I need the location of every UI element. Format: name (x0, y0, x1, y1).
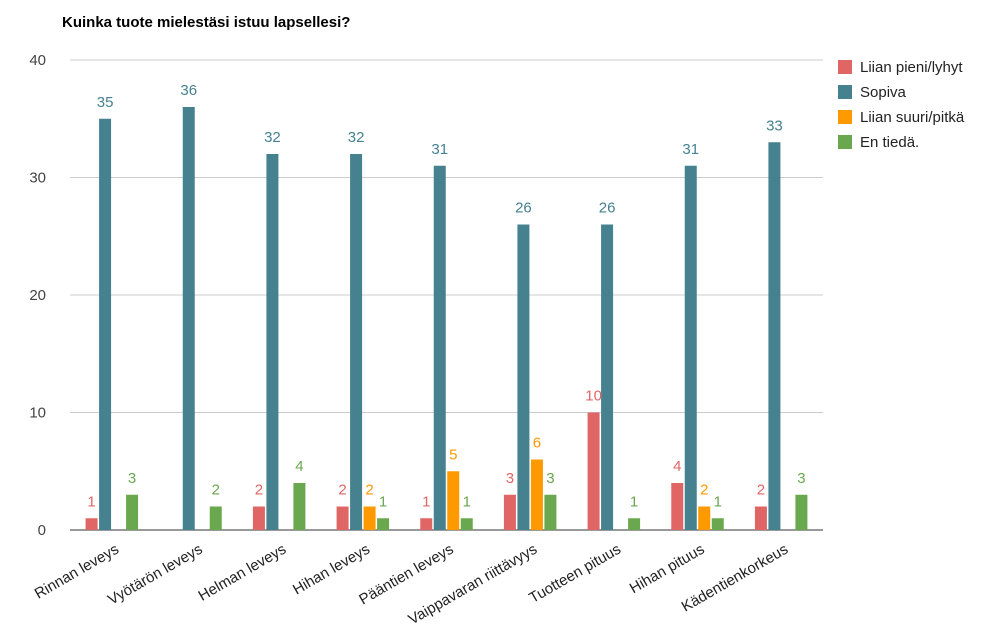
bar (420, 518, 433, 530)
data-label: 33 (766, 117, 783, 134)
data-label: 1 (422, 493, 430, 510)
bar (99, 118, 112, 530)
x-tick-label: Helman leveys (195, 541, 289, 605)
gridlines (70, 59, 823, 531)
legend-label: Liian pieni/lyhyt (860, 59, 963, 76)
data-label: 1 (87, 493, 95, 510)
y-axis: 0 10 20 30 40 (29, 52, 46, 539)
data-label: 36 (180, 82, 197, 99)
bar (266, 154, 279, 530)
data-label: 32 (264, 129, 281, 146)
data-label: 10 (585, 388, 602, 405)
legend-swatch (838, 110, 852, 124)
data-label: 31 (682, 141, 699, 158)
legend-swatch (838, 135, 852, 149)
data-label: 1 (379, 493, 387, 510)
data-label: 2 (338, 482, 346, 499)
data-label: 6 (533, 435, 541, 452)
bar (517, 224, 530, 530)
data-label: 2 (365, 482, 373, 499)
data-label: 2 (212, 482, 220, 499)
data-label: 5 (449, 446, 457, 463)
legend: Liian pieni/lyhyt Sopiva Liian suuri/pitkä… (838, 59, 965, 151)
bar (126, 494, 139, 530)
bar (671, 483, 684, 530)
y-tick-label: 0 (38, 522, 46, 539)
bar (293, 483, 306, 530)
bar (363, 506, 376, 530)
x-tick-label: Hihan pituus (627, 541, 708, 597)
legend-swatch (838, 85, 852, 99)
bar (530, 459, 543, 530)
bar (684, 165, 697, 530)
data-label: 31 (431, 141, 448, 158)
bar (601, 224, 614, 530)
bar (350, 154, 363, 530)
bar (460, 518, 473, 530)
data-label: 1 (463, 493, 471, 510)
bar (628, 518, 641, 530)
legend-swatch (838, 60, 852, 74)
bar (711, 518, 724, 530)
data-label: 3 (797, 470, 805, 487)
chart-title: Kuinka tuote mielestäsi istuu lapsellesi… (62, 14, 350, 31)
legend-label: En tiedä. (860, 134, 919, 151)
legend-label: Sopiva (860, 84, 907, 101)
bar (698, 506, 711, 530)
bar (544, 494, 557, 530)
data-label: 4 (295, 458, 303, 475)
bar (447, 471, 460, 530)
data-label: 2 (700, 482, 708, 499)
bar (587, 412, 600, 530)
bars (85, 107, 808, 530)
data-label: 3 (546, 470, 554, 487)
y-tick-label: 10 (29, 405, 46, 422)
bar (377, 518, 390, 530)
x-tick-label: Tuotteen pituus (526, 541, 624, 607)
data-label: 2 (757, 482, 765, 499)
x-tick-label: Vyötärön leveys (105, 541, 205, 609)
bar (795, 494, 808, 530)
bar (503, 494, 516, 530)
bar (182, 107, 195, 530)
data-label: 26 (515, 200, 532, 217)
data-label: 1 (714, 493, 722, 510)
bar (768, 142, 781, 530)
data-label: 1 (630, 493, 638, 510)
bar (433, 165, 446, 530)
bar (252, 506, 265, 530)
x-tick-label: Hihan leveys (290, 541, 373, 599)
data-label: 35 (97, 94, 114, 111)
data-label: 2 (255, 482, 263, 499)
data-label: 32 (348, 129, 365, 146)
legend-label: Liian suuri/pitkä (860, 109, 965, 126)
bar (336, 506, 349, 530)
y-tick-label: 20 (29, 287, 46, 304)
y-tick-label: 30 (29, 170, 46, 187)
y-tick-label: 40 (29, 52, 46, 69)
data-label: 26 (599, 200, 616, 217)
data-label: 3 (128, 470, 136, 487)
bar (85, 518, 98, 530)
bar (209, 506, 222, 530)
data-label: 4 (673, 458, 681, 475)
bar (754, 506, 767, 530)
data-label: 3 (506, 470, 514, 487)
